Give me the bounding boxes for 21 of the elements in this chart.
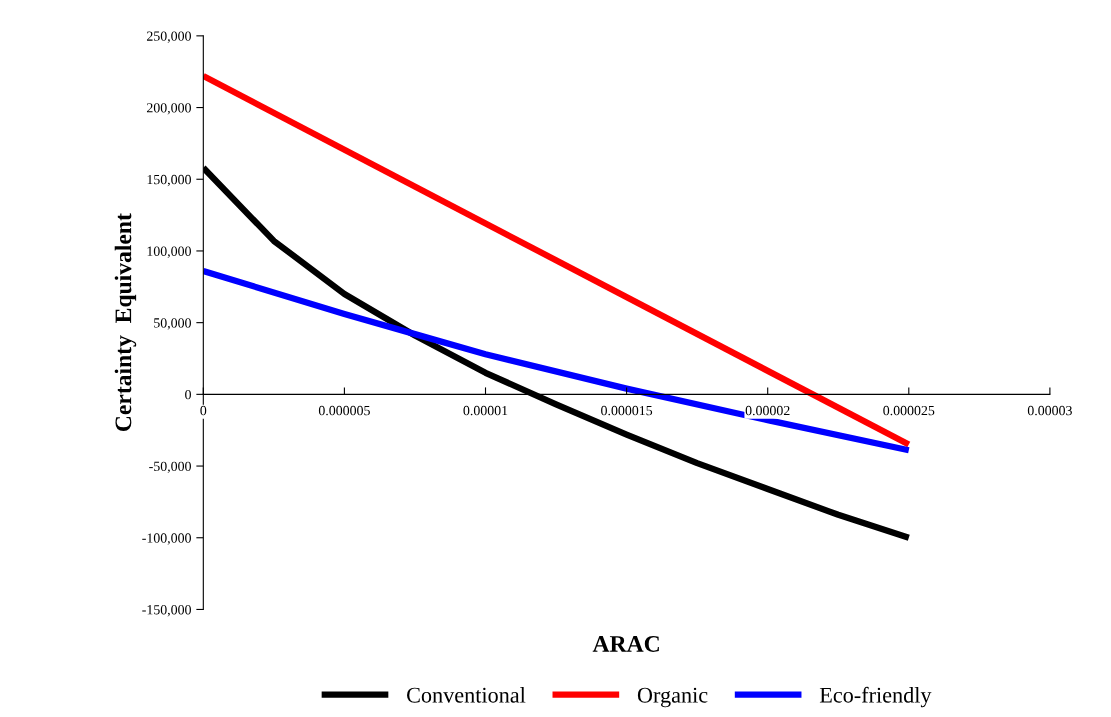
y-tick-label: 50,000 bbox=[154, 318, 191, 330]
x-tick-label: 0.00002 bbox=[745, 405, 790, 416]
x-axis-title: ARAC bbox=[592, 636, 659, 652]
y-tick-label: 150,000 bbox=[147, 174, 191, 187]
x-tick-label: 0.00001 bbox=[463, 405, 508, 416]
y-tick-label: -50,000 bbox=[149, 461, 191, 473]
y-tick-label: 200,000 bbox=[146, 103, 191, 115]
y-tick-label: -150,000 bbox=[142, 605, 191, 617]
y-axis-title: Certainty Equivalent bbox=[114, 213, 137, 432]
x-tick-label: 0 bbox=[200, 405, 207, 416]
x-tick-label: 0.000005 bbox=[318, 405, 370, 416]
x-tick-label: 0.000015 bbox=[601, 405, 653, 416]
legend-label: Organic bbox=[637, 687, 708, 708]
y-tick-label: 100,000 bbox=[147, 246, 191, 258]
legend-label: Conventional bbox=[407, 687, 526, 703]
y-tick-label: -100,000 bbox=[142, 533, 191, 545]
y-tick-label: 250,000 bbox=[146, 31, 191, 43]
x-tick-label: 0.00003 bbox=[1027, 405, 1072, 416]
y-tick-label: 0 bbox=[185, 389, 191, 400]
legend-label: Eco-friendly bbox=[819, 686, 932, 708]
x-tick-label: 0.000025 bbox=[883, 405, 935, 416]
